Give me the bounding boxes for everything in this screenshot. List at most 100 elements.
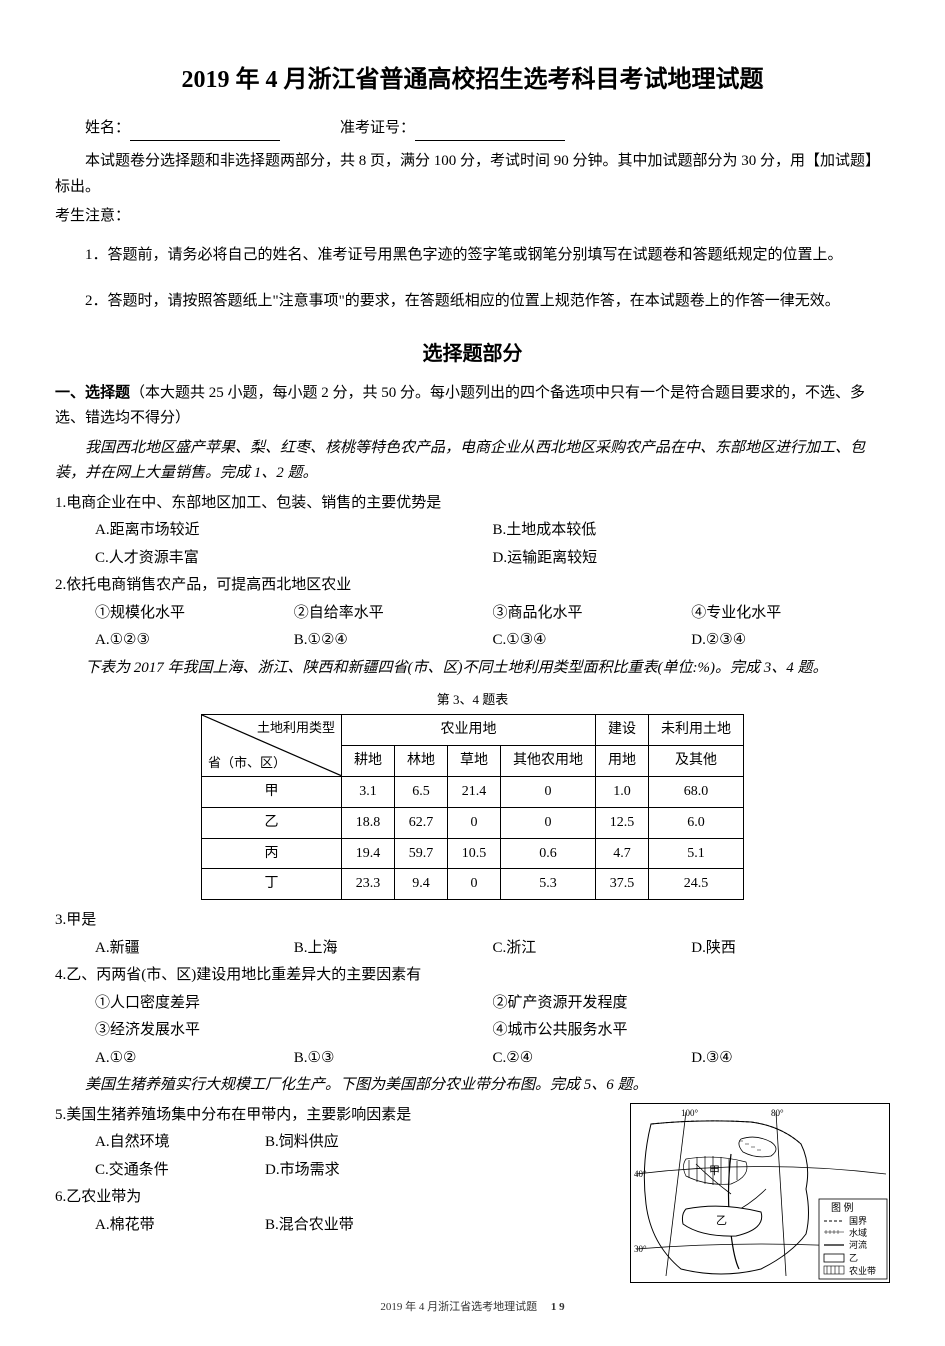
q3-opt-a[interactable]: A.新疆 [95, 936, 294, 962]
q3-opt-d[interactable]: D.陕西 [691, 936, 890, 962]
cell: 19.4 [342, 838, 395, 869]
cell: 0.6 [501, 838, 596, 869]
th-grass: 草地 [448, 746, 501, 777]
q5-opt-d[interactable]: D.市场需求 [265, 1158, 435, 1184]
cell: 23.3 [342, 869, 395, 900]
map-lat40: 40° [634, 1169, 647, 1179]
table-caption: 第 3、4 题表 [55, 689, 890, 711]
q6-options-row1: A.棉花带 B.混合农业带 [55, 1213, 435, 1239]
q1-options-row1: A.距离市场较近 B.土地成本较低 [55, 518, 890, 544]
passage-1: 我国西北地区盛产苹果、梨、红枣、核桃等特色农产品，电商企业从西北地区采购农产品在… [55, 436, 890, 487]
cell: 丙 [202, 838, 342, 869]
legend-yi: 乙 [849, 1253, 858, 1263]
table-diag-cell: 土地利用类型 省（市、区） [202, 715, 342, 777]
q1-options-row2: C.人才资源丰富 D.运输距离较短 [55, 546, 890, 572]
name-label: 姓名： [85, 116, 130, 142]
land-use-table: 土地利用类型 省（市、区） 农业用地 建设 未利用土地 耕地 林地 草地 其他农… [201, 714, 744, 900]
footer-text: 2019 年 4 月浙江省选考地理试题 [380, 1301, 537, 1313]
legend-border: 国界 [849, 1216, 867, 1226]
page-title: 2019 年 4 月浙江省普通高校招生选考科目考试地理试题 [55, 60, 890, 101]
q1-opt-d[interactable]: D.运输距离较短 [493, 546, 891, 572]
cell: 3.1 [342, 776, 395, 807]
th-unused: 未利用土地 [649, 715, 744, 746]
map-lon80: 80° [771, 1108, 784, 1118]
q2-opt-b[interactable]: B.①②④ [294, 628, 493, 654]
notice-2: 2．答题时，请按照答题纸上"注意事项"的要求，在答题纸相应的位置上规范作答，在本… [55, 280, 890, 322]
q4-c3: ③经济发展水平 [95, 1018, 493, 1044]
q6-stem: 6.乙农业带为 [55, 1185, 620, 1211]
cell: 6.0 [649, 807, 744, 838]
q4-circled-row2: ③经济发展水平 ④城市公共服务水平 [55, 1018, 890, 1044]
passage-2: 下表为 2017 年我国上海、浙江、陕西和新疆四省(市、区)不同土地利用类型面积… [55, 656, 890, 682]
cell: 0 [448, 807, 501, 838]
q2-c4: ④专业化水平 [691, 601, 890, 627]
legend-water: 水域 [849, 1227, 867, 1238]
q1-opt-c[interactable]: C.人才资源丰富 [95, 546, 493, 572]
q3-opt-c[interactable]: C.浙江 [493, 936, 692, 962]
cell: 62.7 [395, 807, 448, 838]
q6-opt-a[interactable]: A.棉花带 [95, 1213, 265, 1239]
ticket-blank[interactable] [415, 116, 565, 142]
th-cultivated: 耕地 [342, 746, 395, 777]
q1-opt-b[interactable]: B.土地成本较低 [493, 518, 891, 544]
cell: 1.0 [596, 776, 649, 807]
section1-header: 一、选择题（本大题共 25 小题，每小题 2 分，共 50 分。每小题列出的四个… [55, 381, 890, 432]
cell: 12.5 [596, 807, 649, 838]
cell: 21.4 [448, 776, 501, 807]
q5-options-row2: C.交通条件 D.市场需求 [55, 1158, 435, 1184]
q2-opt-c[interactable]: C.①③④ [493, 628, 692, 654]
section-title: 选择题部分 [55, 337, 890, 371]
cell: 丁 [202, 869, 342, 900]
q4-opt-c[interactable]: C.②④ [493, 1046, 692, 1072]
legend-belt: 农业带 [849, 1265, 876, 1276]
passage-3: 美国生猪养殖实行大规模工厂化生产。下图为美国部分农业带分布图。完成 5、6 题。 [55, 1073, 890, 1099]
cell: 37.5 [596, 869, 649, 900]
map-lat30: 30° [634, 1244, 647, 1254]
q6-opt-b[interactable]: B.混合农业带 [265, 1213, 435, 1239]
map-jia-label: 甲 [709, 1165, 720, 1177]
q2-circled: ①规模化水平 ②自给率水平 ③商品化水平 ④专业化水平 [55, 601, 890, 627]
q2-stem: 2.依托电商销售农产品，可提高西北地区农业 [55, 573, 890, 599]
q2-c2: ②自给率水平 [294, 601, 493, 627]
cell: 10.5 [448, 838, 501, 869]
notice-1: 1．答题前，请务必将自己的姓名、准考证号用黑色字迹的签字笔或钢笔分别填写在试题卷… [55, 234, 890, 276]
name-blank[interactable] [130, 116, 280, 142]
q4-opt-d[interactable]: D.③④ [691, 1046, 890, 1072]
cell: 9.4 [395, 869, 448, 900]
q5-opt-c[interactable]: C.交通条件 [95, 1158, 265, 1184]
q4-opt-b[interactable]: B.①③ [294, 1046, 493, 1072]
th-other-agri: 其他农用地 [501, 746, 596, 777]
diag-top-label: 土地利用类型 [257, 717, 335, 739]
q2-c1: ①规模化水平 [95, 601, 294, 627]
q1-opt-a[interactable]: A.距离市场较近 [95, 518, 493, 544]
cell: 24.5 [649, 869, 744, 900]
q3-stem: 3.甲是 [55, 908, 890, 934]
q4-opt-a[interactable]: A.①② [95, 1046, 294, 1072]
q5-opt-a[interactable]: A.自然环境 [95, 1130, 265, 1156]
q5-opt-b[interactable]: B.饲料供应 [265, 1130, 435, 1156]
table-row: 乙 18.8 62.7 0 0 12.5 6.0 [202, 807, 744, 838]
th-forest: 林地 [395, 746, 448, 777]
q2-opt-d[interactable]: D.②③④ [691, 628, 890, 654]
q4-c2: ②矿产资源开发程度 [493, 991, 891, 1017]
q3-opt-b[interactable]: B.上海 [294, 936, 493, 962]
q2-opt-a[interactable]: A.①②③ [95, 628, 294, 654]
th-landuse: 用地 [596, 746, 649, 777]
q1-stem: 1.电商企业在中、东部地区加工、包装、销售的主要优势是 [55, 491, 890, 517]
q4-c4: ④城市公共服务水平 [493, 1018, 891, 1044]
cell: 甲 [202, 776, 342, 807]
cell: 5.1 [649, 838, 744, 869]
q2-c3: ③商品化水平 [493, 601, 692, 627]
cell: 6.5 [395, 776, 448, 807]
ticket-label: 准考证号： [340, 116, 415, 142]
q2-options: A.①②③ B.①②④ C.①③④ D.②③④ [55, 628, 890, 654]
q3-options: A.新疆 B.上海 C.浙江 D.陕西 [55, 936, 890, 962]
diag-bottom-label: 省（市、区） [208, 752, 286, 774]
intro-paragraph-1: 本试题卷分选择题和非选择题两部分，共 8 页，满分 100 分，考试时间 90 … [55, 149, 890, 200]
cell: 0 [501, 776, 596, 807]
legend-river: 河流 [849, 1239, 867, 1250]
th-other: 及其他 [649, 746, 744, 777]
q4-c1: ①人口密度差异 [95, 991, 493, 1017]
table-row: 丙 19.4 59.7 10.5 0.6 4.7 5.1 [202, 838, 744, 869]
q5-stem: 5.美国生猪养殖场集中分布在甲带内，主要影响因素是 [55, 1103, 620, 1129]
